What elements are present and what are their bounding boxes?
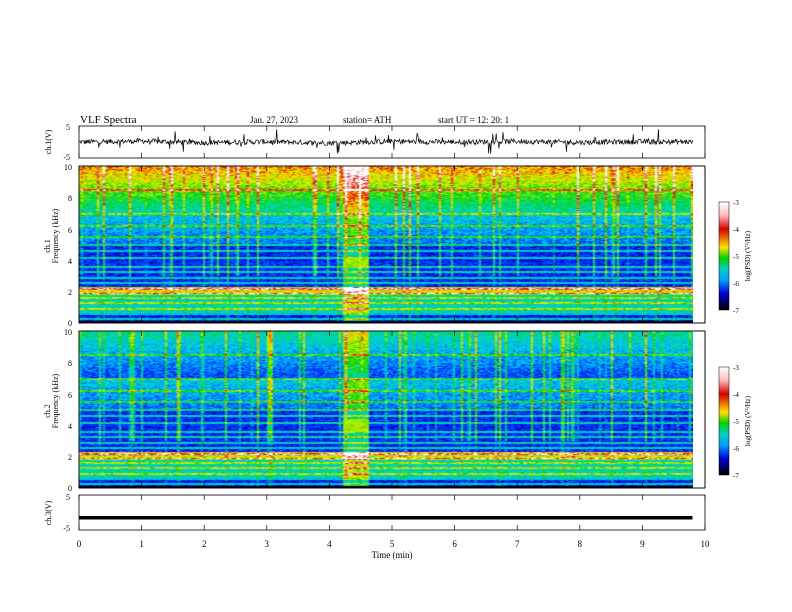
- ch2-colorbar-label: log(PSD) (V²/Hz): [744, 395, 752, 446]
- time-axis-label: Time (min): [372, 550, 413, 560]
- x-tick-label: 4: [327, 539, 332, 549]
- time-axis: 0 1 2 3 4 5 6 7 8 9 10: [77, 126, 710, 549]
- ch1-ylabel: ch.1(V): [44, 129, 53, 154]
- x-tick-label: 10: [701, 539, 711, 549]
- ch2-spectrogram-image: [79, 331, 693, 488]
- ch1-spec-ytick-4: 4: [68, 257, 72, 266]
- colorbar-tick-label: -3: [733, 364, 739, 372]
- ch1-colorbar: -3 -4 -5 -6 -7 log(PSD) (V²/Hz): [718, 199, 752, 315]
- colorbar-tick-label: -3: [733, 199, 739, 207]
- x-tick-label: 0: [77, 539, 82, 549]
- ch1-waveform-line: [78, 129, 693, 154]
- ch1-colorbar-label: log(PSD) (V²/Hz): [744, 230, 752, 281]
- ch1-waveform-panel: 5 -5 ch.1(V): [44, 123, 706, 162]
- colorbar-tick-label: -5: [733, 418, 739, 426]
- ch1-spec-ytick-0: 0: [68, 319, 72, 328]
- ch2-spec-ytick-6: 6: [68, 391, 72, 400]
- x-tick-label: 3: [265, 539, 270, 549]
- ch2-colorbar-gradient: [718, 366, 730, 476]
- ch1-ytick-top: 5: [66, 123, 70, 132]
- colorbar-tick-label: -7: [733, 472, 739, 480]
- ch3-ylabel: ch.3(V): [44, 500, 53, 525]
- ch3-ytick-bottom: -5: [63, 524, 70, 533]
- ch2-spec-ytick-2: 2: [68, 453, 72, 462]
- ch3-waveform-panel: 5 -5 ch.3(V): [44, 493, 706, 533]
- station-label: station= ATH: [343, 115, 392, 125]
- x-tick-label: 6: [452, 539, 457, 549]
- ch1-spec-channel-label: ch.1: [43, 239, 52, 253]
- colorbar-tick-label: -4: [733, 391, 739, 399]
- x-tick-label: 8: [578, 539, 583, 549]
- colorbar-tick-label: -4: [733, 226, 739, 234]
- colorbar-tick-label: -6: [733, 445, 739, 453]
- date-label: Jan. 27, 2023: [250, 115, 298, 125]
- ch1-spec-ytick-10: 10: [64, 163, 72, 172]
- ch1-spectrogram-image: [79, 166, 693, 323]
- ch3-ytick-top: 5: [66, 493, 70, 502]
- ch1-colorbar-gradient: [718, 201, 730, 311]
- ch2-spec-ytick-8: 8: [68, 359, 72, 368]
- x-tick-label: 5: [390, 539, 395, 549]
- ch1-spec-ytick-6: 6: [68, 226, 72, 235]
- ch2-spec-ytick-10: 10: [64, 328, 72, 337]
- ch1-ytick-bottom: -5: [63, 153, 70, 162]
- ch2-colorbar: -3 -4 -5 -6 -7 log(PSD) (V²/Hz): [718, 364, 752, 480]
- ch2-spec-ytick-4: 4: [68, 422, 72, 431]
- ch1-spec-ylabel: Frequency (kHz): [51, 208, 60, 263]
- colorbar-tick-label: -6: [733, 280, 739, 288]
- start-time-label: start UT = 12: 20: 1: [438, 115, 509, 125]
- colorbar-tick-label: -7: [733, 307, 739, 315]
- ch2-spectrogram-panel: 10 8 6 4 2 0 ch.2 Frequency (kHz): [43, 328, 706, 493]
- x-tick-label: 7: [515, 539, 520, 549]
- ch1-spec-ytick-2: 2: [68, 288, 72, 297]
- ch1-spectrogram-panel: 10 8 6 4 2 0 ch.1 Frequency (kHz): [43, 163, 706, 328]
- figure-title: VLF Spectra: [80, 114, 137, 126]
- ch1-spec-ytick-8: 8: [68, 194, 72, 203]
- ch2-spec-channel-label: ch.2: [43, 404, 52, 418]
- x-tick-label: 2: [202, 539, 207, 549]
- x-tick-label: 9: [640, 539, 645, 549]
- ch2-spec-ytick-0: 0: [68, 484, 72, 493]
- x-tick-label: 1: [139, 539, 144, 549]
- colorbar-tick-label: -5: [733, 253, 739, 261]
- ch2-spec-ylabel: Frequency (kHz): [51, 373, 60, 428]
